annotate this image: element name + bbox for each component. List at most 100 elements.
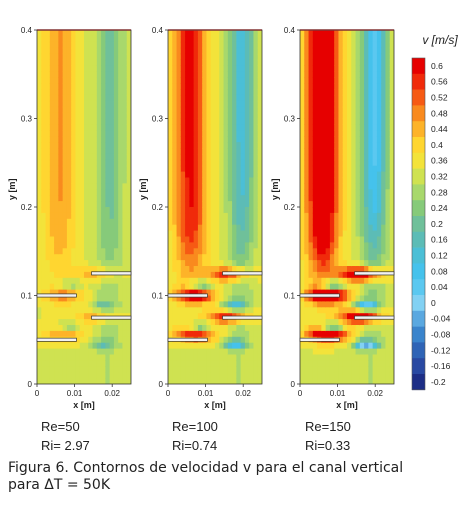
contour-cell: [176, 148, 182, 155]
contour-cell: [96, 124, 102, 131]
contour-cell: [359, 295, 365, 302]
contour-cell: [189, 348, 195, 356]
contour-cell: [101, 65, 106, 72]
contour-cell: [355, 183, 361, 190]
contour-cell: [66, 189, 72, 196]
contour-cell: [118, 201, 124, 208]
contour-cell: [113, 218, 119, 226]
contour-cell: [389, 207, 394, 214]
contour-cell: [79, 83, 85, 90]
contour-cell: [359, 212, 365, 220]
contour-cell: [96, 142, 102, 149]
contour-cell: [236, 177, 242, 184]
contour-cell: [219, 153, 225, 161]
contour-cell: [317, 136, 322, 143]
x-tick-label: 0.01: [67, 389, 83, 398]
contour-cell: [385, 260, 391, 267]
contour-cell: [37, 89, 42, 96]
contour-cell: [176, 372, 182, 379]
contour-cell: [172, 277, 178, 285]
contour-cell: [244, 165, 250, 173]
contour-cell: [126, 207, 131, 214]
contour-cell: [84, 342, 89, 350]
contour-cell: [109, 218, 115, 226]
contour-cell: [84, 159, 89, 167]
contour-cell: [227, 159, 233, 167]
contour-cell: [227, 106, 233, 114]
contour-cell: [376, 325, 382, 332]
contour-cell: [58, 100, 64, 108]
contour-cell: [223, 254, 229, 261]
contour-cell: [338, 236, 344, 243]
contour-cell: [342, 41, 348, 49]
contour-cell: [236, 242, 242, 249]
contour-cell: [385, 53, 391, 61]
contour-cell: [215, 289, 220, 297]
contour-cell: [176, 35, 182, 43]
contour-cell: [244, 195, 250, 202]
contour-cell: [105, 153, 111, 161]
contour-cell: [172, 183, 178, 190]
contour-cell: [385, 266, 391, 273]
contour-cell: [122, 336, 128, 344]
contour-cell: [219, 283, 225, 291]
contour-cell: [113, 212, 119, 220]
contour-cell: [185, 266, 190, 273]
contour-cell: [244, 295, 250, 302]
contour-cell: [249, 94, 255, 102]
contour-cell: [334, 378, 340, 384]
contour-cell: [321, 307, 327, 314]
contour-cell: [101, 112, 106, 120]
contour-cell: [88, 183, 94, 190]
contour-cell: [342, 53, 348, 61]
contour-cell: [118, 366, 124, 373]
panel-2-reynolds-label: Re=100: [172, 419, 218, 434]
contour-cell: [84, 319, 89, 326]
contour-cell: [253, 30, 259, 37]
contour-cell: [376, 195, 382, 202]
contour-cell: [71, 354, 77, 361]
contour-cell: [126, 177, 131, 184]
contour-cell: [109, 136, 115, 143]
contour-cell: [193, 41, 199, 49]
contour-cell: [359, 30, 365, 37]
contour-cell: [71, 112, 77, 120]
contour-cell: [368, 94, 374, 102]
contour-cell: [359, 136, 365, 143]
contour-cell: [385, 224, 391, 232]
contour-cell: [41, 53, 47, 61]
contour-cell: [49, 307, 55, 314]
contour-cell: [109, 71, 115, 78]
contour-cell: [227, 366, 233, 373]
contour-cell: [300, 106, 305, 114]
contour-cell: [168, 236, 173, 243]
contour-cell: [215, 307, 220, 314]
contour-cell: [101, 277, 106, 285]
contour-cell: [41, 330, 47, 338]
heated-plate-1: [36, 337, 77, 342]
contour-cell: [325, 171, 331, 179]
contour-cell: [101, 171, 106, 179]
contour-cell: [49, 153, 55, 161]
contour-cell: [172, 319, 178, 326]
contour-cell: [122, 171, 128, 179]
contour-cell: [62, 106, 68, 114]
contour-cell: [96, 360, 102, 367]
contour-cell: [79, 89, 85, 96]
contour-cell: [185, 242, 190, 249]
contour-cell: [219, 100, 225, 108]
contour-cell: [317, 266, 322, 273]
contour-cell: [41, 271, 47, 279]
contour-cell: [381, 100, 387, 108]
contour-cell: [193, 242, 199, 249]
contour-cell: [71, 372, 77, 379]
contour-cell: [185, 295, 190, 302]
contour-cell: [338, 142, 344, 149]
contour-cell: [223, 360, 229, 367]
contour-cell: [304, 100, 310, 108]
contour-cell: [202, 65, 208, 72]
contour-cell: [372, 171, 378, 179]
contour-cell: [122, 248, 128, 255]
contour-cell: [364, 171, 369, 179]
contour-cell: [244, 372, 250, 379]
